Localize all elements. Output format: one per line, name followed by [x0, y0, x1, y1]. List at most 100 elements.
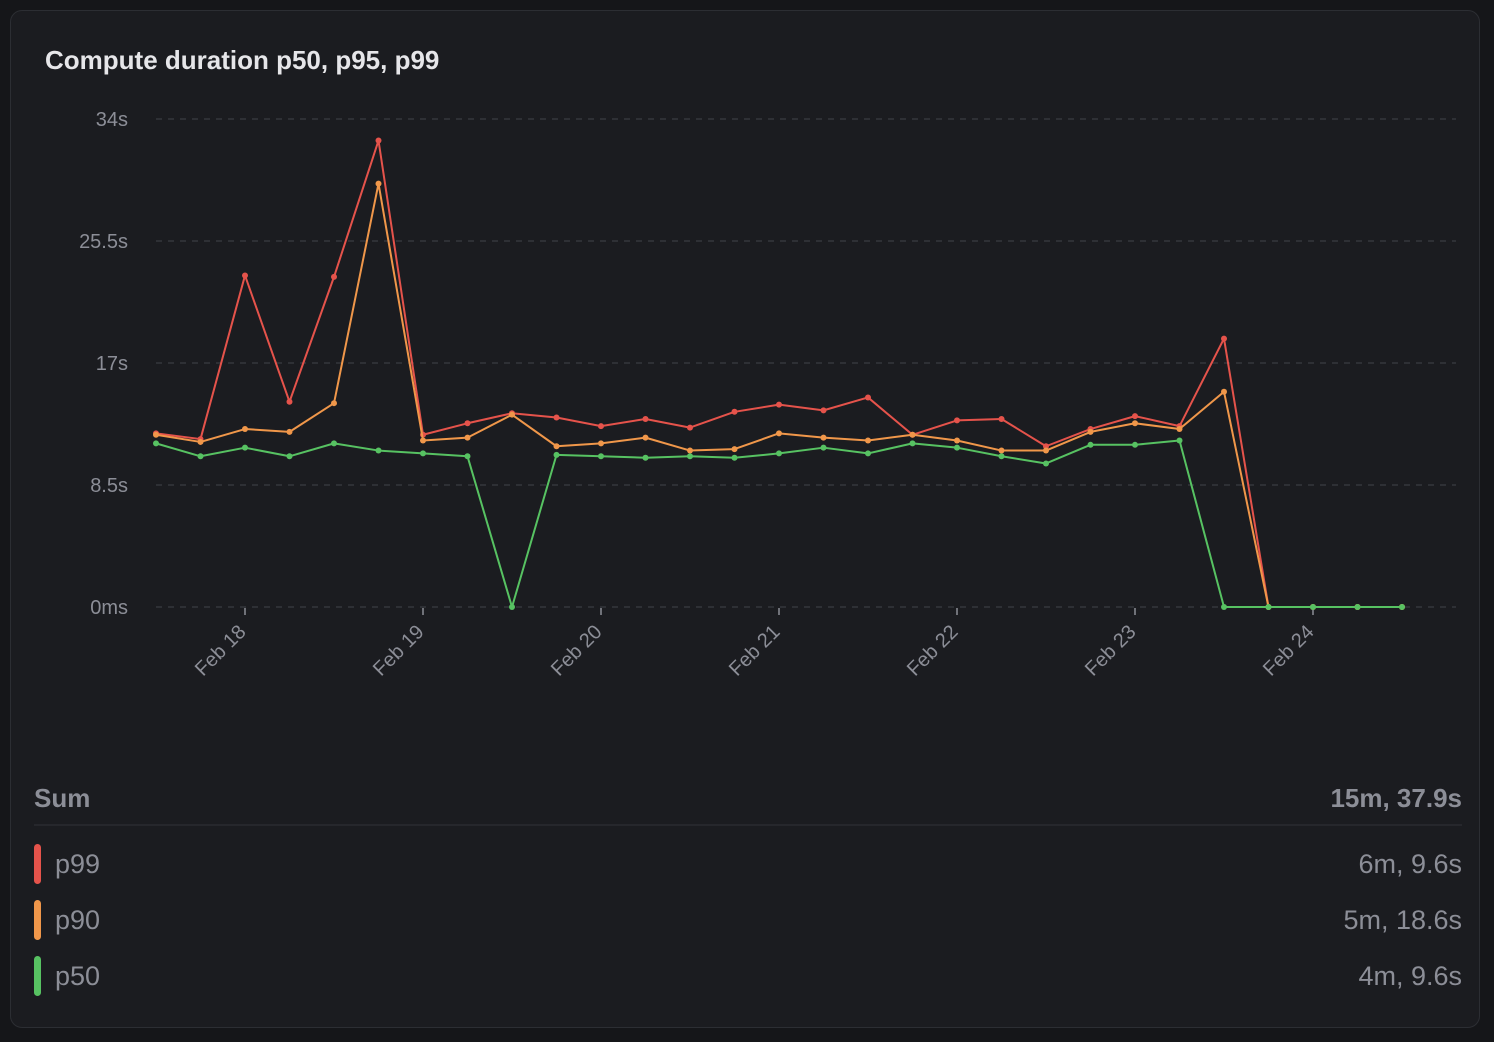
data-point-p50 [1399, 604, 1405, 610]
data-point-p99 [1043, 443, 1049, 450]
series-line-p99 [155, 139, 1402, 608]
data-point-p50 [731, 454, 738, 461]
y-tick-label: 8.5s [90, 475, 128, 497]
data-point-p99 [464, 420, 471, 427]
data-point-p99 [375, 137, 382, 144]
x-tick-label: Feb 21 [725, 621, 785, 681]
data-point-p50 [954, 444, 960, 451]
data-point-p50 [420, 450, 426, 457]
data-point-p90 [153, 431, 159, 438]
data-point-p99 [820, 407, 827, 414]
data-point-p50 [1087, 441, 1094, 448]
data-point-p90 [642, 434, 649, 441]
sum-label: Sum [34, 782, 91, 813]
legend-item-p50[interactable]: p50 4m, 9.6s [34, 948, 1462, 1004]
data-point-p50 [153, 440, 159, 447]
legend-label: p99 [55, 848, 101, 879]
y-tick-label: 34s [96, 109, 128, 131]
data-point-p50 [1221, 604, 1227, 610]
data-point-p50 [687, 453, 693, 460]
legend-item-p99[interactable]: p99 6m, 9.6s [34, 836, 1462, 892]
data-point-p99 [731, 408, 738, 415]
data-point-p90 [820, 434, 827, 441]
data-point-p90 [998, 447, 1005, 454]
data-point-p99 [1132, 413, 1138, 420]
data-point-p99 [598, 423, 604, 430]
data-point-p99 [242, 272, 248, 279]
data-point-p99 [954, 417, 960, 424]
legend-value: 6m, 9.6s [1358, 848, 1462, 879]
data-point-p99 [998, 415, 1005, 422]
data-point-p90 [420, 437, 426, 444]
legend-value: 4m, 9.6s [1358, 960, 1462, 991]
data-point-p90 [687, 447, 693, 454]
legend: p99 6m, 9.6s p90 5m, 18.6s p50 4m, 9.6s [34, 836, 1462, 1004]
legend-label: p90 [55, 904, 101, 935]
data-point-p90 [1087, 428, 1094, 435]
data-point-p50 [464, 453, 471, 460]
data-point-p50 [197, 453, 204, 460]
data-point-p99 [642, 415, 649, 422]
data-point-p50 [1043, 460, 1049, 467]
y-tick-label: 17s [96, 353, 128, 375]
data-point-p50 [1354, 604, 1361, 610]
data-point-p90 [464, 434, 471, 441]
series-line-p50 [155, 439, 1402, 608]
data-point-p90 [776, 430, 782, 437]
data-point-p50 [998, 453, 1005, 460]
data-point-p90 [197, 438, 204, 445]
data-point-p50 [553, 451, 560, 458]
x-tick-label: Feb 19 [369, 621, 429, 681]
data-point-p99 [687, 424, 693, 431]
data-point-p50 [1132, 441, 1138, 448]
x-tick-label: Feb 23 [1081, 621, 1141, 681]
series-color-swatch [34, 900, 41, 940]
data-point-p50 [598, 453, 604, 460]
y-tick-label: 25.5s [79, 231, 128, 253]
line-chart: 0ms 8.5s 17s 25.5s 34s Feb 18 Feb 19 Feb 20 Feb … [79, 109, 1456, 681]
sum-row: Sum 15m, 37.9s [34, 772, 1462, 826]
data-point-p99 [286, 398, 293, 405]
data-point-p50 [1265, 604, 1272, 610]
data-point-p90 [286, 428, 293, 435]
legend-value: 5m, 18.6s [1343, 904, 1462, 935]
chart-title: Compute duration p50, p95, p99 [45, 45, 440, 75]
data-point-p99 [865, 394, 871, 401]
series-color-swatch [34, 844, 41, 884]
data-point-p90 [909, 431, 916, 438]
data-point-p50 [1176, 437, 1183, 444]
data-point-p50 [865, 450, 871, 457]
data-point-p90 [731, 446, 738, 453]
sum-value: 15m, 37.9s [1330, 782, 1462, 813]
chart-card: Compute duration p50, p95, p99 [10, 10, 1480, 1028]
x-tick-label: Feb 22 [903, 621, 963, 681]
y-tick-label: 0ms [90, 597, 128, 619]
data-point-p50 [286, 453, 293, 460]
x-tick-label: Feb 20 [547, 621, 607, 681]
data-point-p90 [509, 411, 515, 418]
data-point-p50 [776, 450, 782, 457]
data-point-p90 [865, 437, 871, 444]
data-point-p90 [375, 180, 382, 187]
x-tick-label: Feb 24 [1259, 621, 1319, 681]
data-point-p50 [242, 444, 248, 451]
data-point-p50 [820, 444, 827, 451]
data-point-p90 [598, 440, 604, 447]
data-point-p50 [909, 440, 916, 447]
data-point-p90 [242, 426, 248, 433]
data-point-p90 [954, 437, 960, 444]
legend-label: p50 [55, 960, 101, 991]
data-point-p50 [642, 454, 649, 461]
x-tick-label: Feb 18 [191, 621, 251, 681]
data-point-p99 [776, 401, 782, 408]
data-point-p90 [1043, 447, 1049, 454]
data-point-p99 [1221, 335, 1227, 342]
data-point-p90 [1221, 388, 1227, 395]
data-point-p50 [375, 447, 382, 454]
data-point-p90 [331, 400, 337, 407]
series-color-swatch [34, 956, 41, 996]
data-point-p99 [331, 273, 337, 280]
data-point-p99 [553, 414, 560, 421]
data-point-p90 [553, 443, 560, 450]
legend-item-p90[interactable]: p90 5m, 18.6s [34, 892, 1462, 948]
